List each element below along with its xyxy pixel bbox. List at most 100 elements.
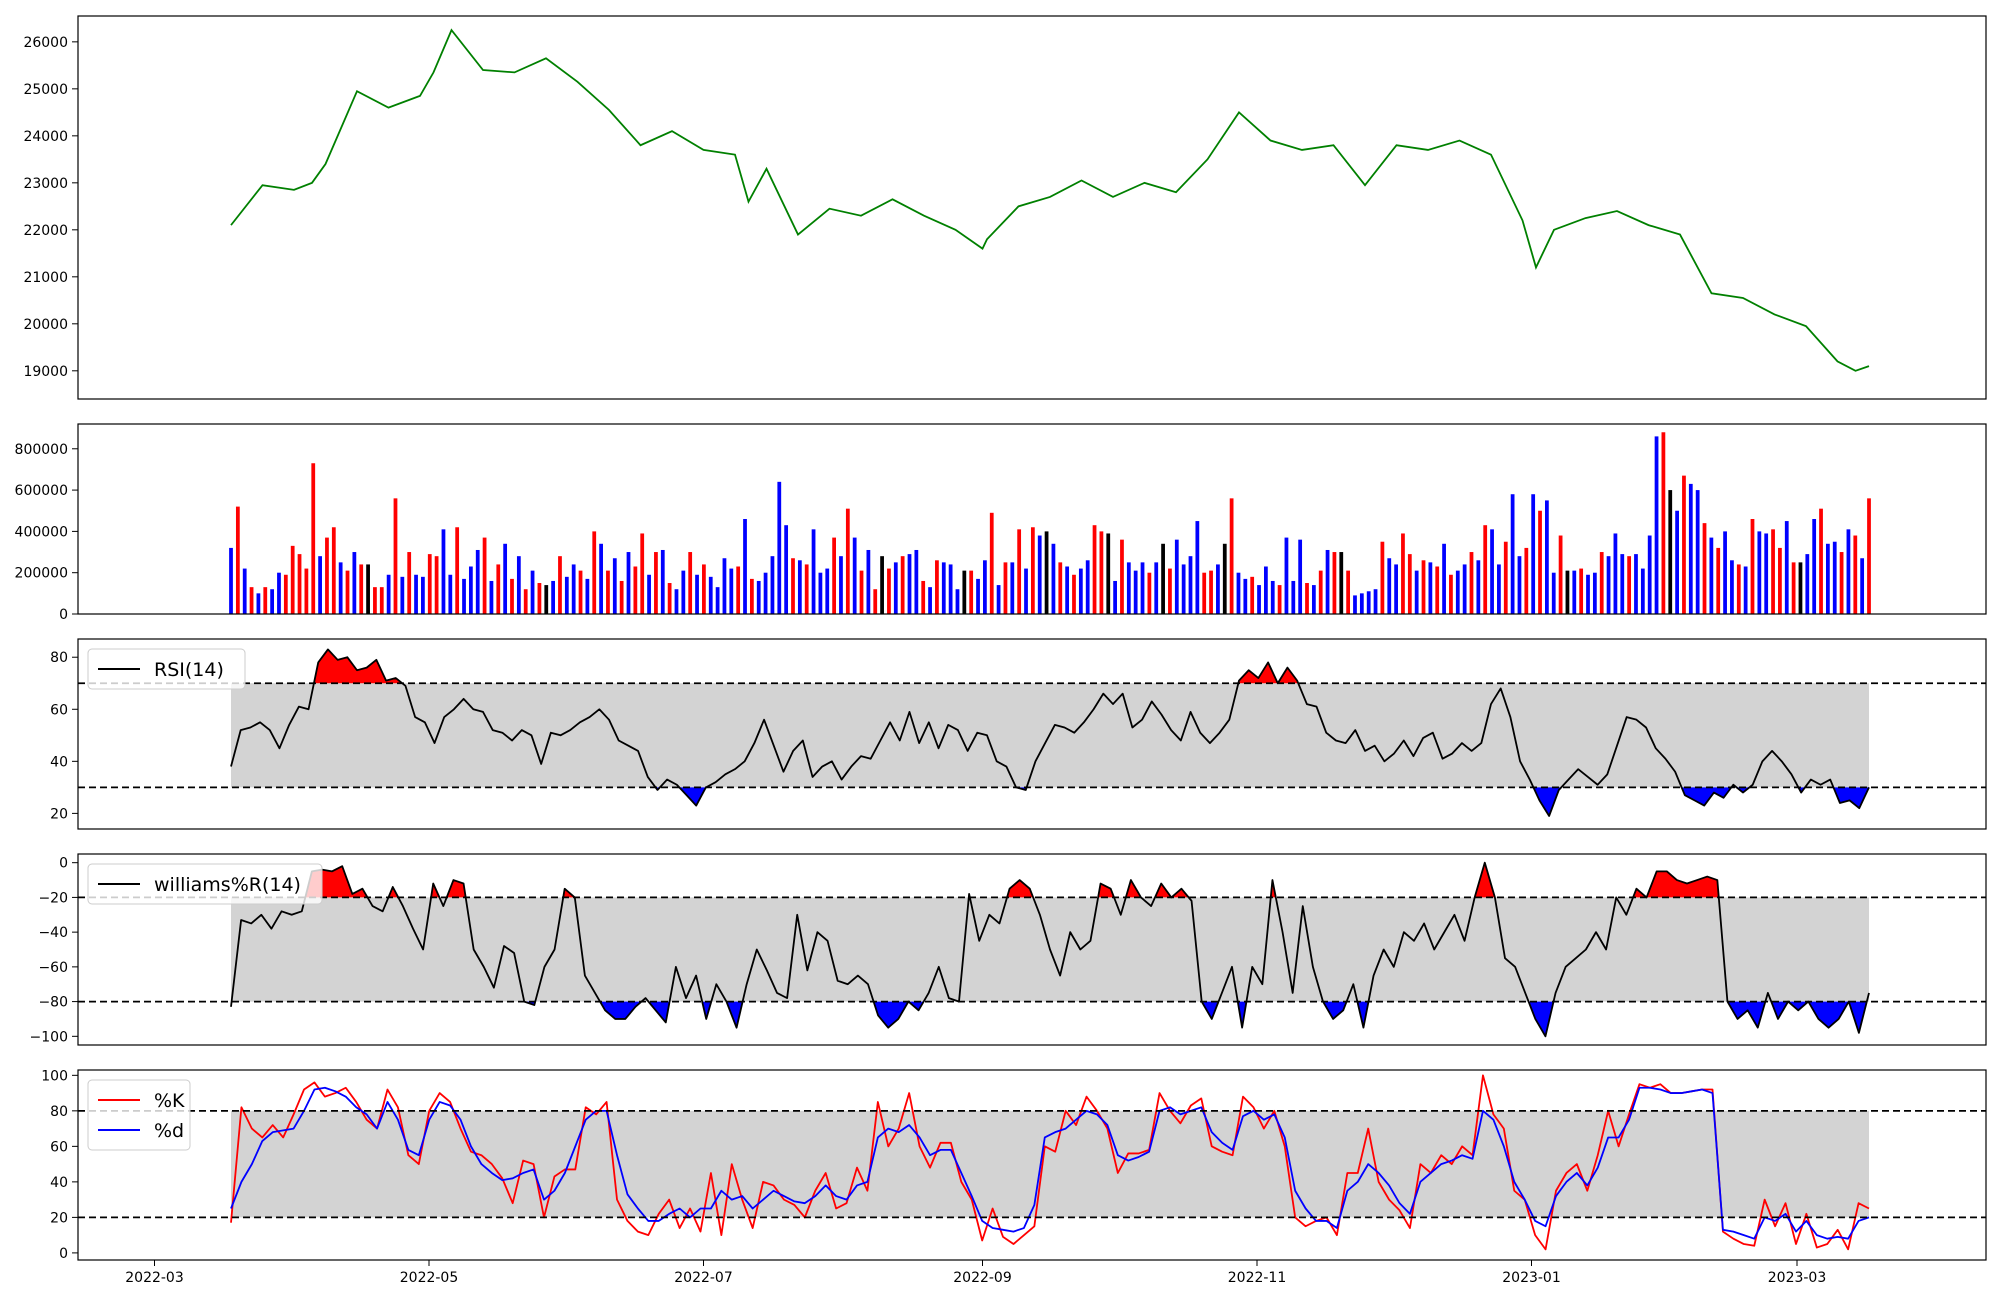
volume-bar [558,556,562,614]
y-tick-label: 60 [50,702,68,718]
volume-bar [880,556,884,614]
volume-bar [421,576,425,614]
volume-bar [1154,562,1159,614]
volume-bar [1867,498,1871,614]
stoch-d-line [230,1086,1870,1240]
volume-bar [414,574,418,614]
volume-bar [866,549,871,614]
williams-r-line [230,861,1870,1038]
volume-bar [914,549,919,614]
volume-bar [955,589,960,614]
volume-bar [784,525,789,614]
volume-bar [1524,547,1529,614]
oversold-fill [873,1001,909,1028]
volume-bar [455,527,460,614]
volume-bar [1517,556,1522,614]
volume-bar [571,564,576,614]
volume-bar [1497,564,1501,614]
volume-bar [1551,572,1556,614]
plot-frame [77,1069,1987,1261]
volume-bar [537,583,542,614]
oversold-fill [1736,787,1750,793]
volume-bar [427,554,432,614]
volume-bar [1428,562,1433,614]
volume-bar [1771,529,1775,614]
volume-bar [592,531,597,614]
volume-bar [496,564,501,614]
volume-bar [256,593,261,614]
volume-bar [654,552,658,614]
volume-bar [736,566,741,614]
volume-bar [1120,539,1124,614]
volume-bar [1222,543,1227,614]
y-tick-label: −100 [30,1029,68,1045]
volume-bar [325,537,329,614]
volume-bar [331,527,336,614]
volume-bar [1730,560,1734,614]
williams-r-panel: 0 −20 −40 −60 −80 −100 williams%R(14) [30,853,1987,1046]
volume-bar [832,537,836,614]
overbought-fill [1646,871,1719,898]
overbought-fill [1098,883,1115,898]
volume-bar [818,572,823,614]
volume-bar [1675,510,1679,614]
oversold-fill [1237,1001,1247,1028]
volume-bar [859,570,864,614]
volume-bar [1565,570,1570,614]
rsi-panel: 20 40 60 80 RSI(14) [50,638,1987,830]
overbought-fill [446,880,466,898]
volume-bar [1250,576,1255,614]
overbought-fill [1277,667,1299,684]
overbought-fill [1474,862,1495,898]
volume-bar [1078,568,1083,614]
volume-bar [1072,574,1076,614]
overbought-fill [1007,880,1034,898]
volume-bar [1421,560,1426,614]
volume-bar [1051,543,1056,614]
volume-bar [921,580,926,614]
volume-bar [1030,527,1035,614]
y-tick-label: 21000 [23,270,68,286]
volume-bar [407,552,412,614]
y-tick-label: −20 [38,890,68,906]
x-tick-label: 2022-09 [953,1270,1012,1286]
y-tick-label: −60 [38,960,68,976]
volume-bar [1092,525,1097,614]
volume-bar [1586,574,1590,614]
volume-bar [1209,570,1213,614]
volume-bar [935,560,939,614]
volume-bar [297,554,302,614]
oversold-fill [1201,1001,1219,1019]
volume-bar [825,568,830,614]
volume-bar [1339,552,1344,614]
y-tick-label: 20 [50,806,68,822]
legend-label: %d [154,1120,184,1142]
y-tick-label: 25000 [23,82,68,98]
volume-bar [1407,554,1412,614]
volume-bar [352,552,357,614]
volume-bar [612,558,617,614]
volume-bar [599,543,603,614]
volume-bar [1264,566,1268,614]
volume-bar [688,552,693,614]
volume-bar [969,570,974,614]
volume-bar [873,589,878,614]
volume-bar [1592,572,1597,614]
x-axis: 2022-03 2022-05 2022-07 2022-09 2022-11 2023-… [125,1260,1826,1286]
x-tick-label: 2023-01 [1502,1270,1561,1286]
volume-bar [318,556,322,614]
oversold-fill [1771,1001,1789,1019]
volume-bar [893,562,898,614]
volume-bar [1613,533,1618,614]
volume-bar [989,512,994,614]
volume-bar [1181,564,1186,614]
volume-bar [1640,568,1645,614]
volume-bar [462,578,466,614]
volume-bar [660,549,665,614]
volume-bar [1510,494,1515,614]
volume-bar [797,560,802,614]
rsi-line [230,648,1870,817]
volume-bar [941,562,946,614]
oversold-fill [679,787,706,806]
volume-bar [1394,564,1398,614]
